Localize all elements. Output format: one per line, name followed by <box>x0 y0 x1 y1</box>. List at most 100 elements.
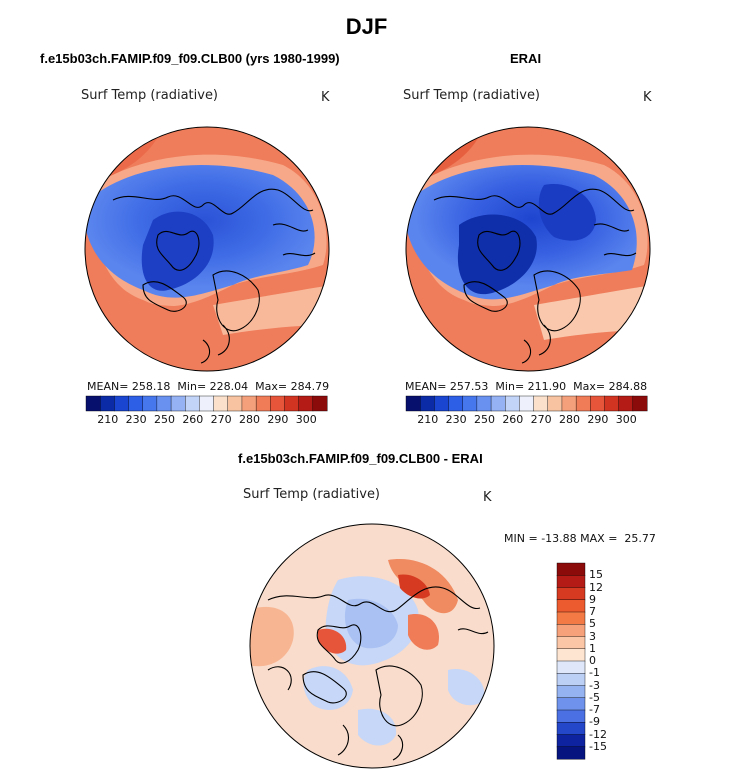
colorbar-diff-swatch <box>556 624 586 638</box>
colorbar-left-tick-label: 210 <box>97 413 119 426</box>
colorbar-diff-tick-label: 9 <box>589 592 596 606</box>
colorbar-diff <box>556 562 586 760</box>
colorbar-diff-swatch <box>556 599 586 613</box>
colorbar-diff-tick-label: 15 <box>589 568 603 582</box>
panel-right-max: 284.88 <box>608 380 648 393</box>
panel-left-min: 228.04 <box>209 380 249 393</box>
colorbar-left-swatch <box>241 395 257 412</box>
panel-right-units: K <box>643 90 652 105</box>
colorbar-diff-swatch <box>556 746 586 760</box>
colorbar-right-swatch <box>462 395 478 412</box>
colorbar-left-swatch <box>114 395 130 412</box>
panel-left-mean: 258.18 <box>131 380 171 393</box>
colorbar-left-swatch <box>298 395 314 412</box>
panel-left-max: 284.79 <box>290 380 330 393</box>
colorbar-left-swatch <box>213 395 229 412</box>
colorbar-diff-tick-label: 0 <box>589 654 596 667</box>
colorbar-right-swatch <box>618 395 634 412</box>
colorbar-diff-swatch <box>556 660 586 674</box>
diff-panel-units: K <box>483 490 492 505</box>
colorbar-right-swatch <box>632 395 648 412</box>
panel-right-variable: Surf Temp (radiative) <box>403 88 541 103</box>
colorbar-left-swatch <box>170 395 186 412</box>
colorbar-diff-tick-label: 3 <box>589 629 596 643</box>
page-title: DJF <box>345 14 388 39</box>
colorbar-diff-tick-label: -12 <box>589 727 607 741</box>
colorbar-left-swatch <box>312 395 328 412</box>
colorbar-diff-swatch <box>556 685 586 699</box>
panel-left-min-label: Min= <box>177 380 207 393</box>
colorbar-right-swatch <box>419 395 435 412</box>
diff-minmax: MIN = -13.88 MAX = 25.77 <box>504 532 656 545</box>
colorbar-diff-tick-label: 12 <box>589 580 603 594</box>
colorbar-diff-swatch <box>556 562 586 576</box>
colorbar-left-tick-label: 300 <box>295 413 317 426</box>
colorbar-diff-swatch <box>556 673 586 687</box>
colorbar-right-swatch <box>505 395 520 412</box>
colorbar-diff-swatch <box>556 722 586 736</box>
colorbar-left-swatch <box>156 395 172 412</box>
colorbar-right-tick-label: 230 <box>445 413 467 426</box>
colorbar-right-tick-label: 300 <box>615 413 637 426</box>
panel-right-mean-label: MEAN= <box>405 380 447 393</box>
colorbar-left-swatch <box>255 395 271 412</box>
colorbar-right <box>405 395 648 412</box>
colorbar-right-swatch <box>575 395 591 412</box>
map-right <box>405 126 651 372</box>
colorbar-diff-swatch <box>556 611 586 625</box>
panel-right-stats: MEAN= 257.53 Min= 211.90 Max= 284.88 <box>405 380 647 393</box>
panel-left-stats: MEAN= 258.18 Min= 228.04 Max= 284.79 <box>87 380 329 393</box>
diff-panel-title: f.e15b03ch.FAMIP.f09_f09.CLB00 - ERAI <box>238 451 483 466</box>
diff-panel-variable: Surf Temp (radiative) <box>243 487 381 502</box>
colorbar-diff-tick-label: -15 <box>589 739 607 753</box>
panel-right-min: 211.90 <box>527 380 567 393</box>
colorbar-right-swatch <box>533 395 549 412</box>
colorbar-diff-tick-label: -5 <box>589 690 600 704</box>
colorbar-diff-swatch <box>556 636 586 650</box>
colorbar-right-swatch <box>405 395 421 412</box>
colorbar-left-tick-label: 280 <box>239 413 261 426</box>
colorbar-left-swatch <box>270 395 285 412</box>
colorbar-left-swatch <box>284 395 300 412</box>
diff-min-label: MIN = <box>504 532 538 545</box>
colorbar-left-swatch <box>142 395 158 412</box>
colorbar-left <box>85 395 328 412</box>
colorbar-right-tick-label: 290 <box>587 413 609 426</box>
map-left <box>84 126 330 372</box>
colorbar-left-ticks: 210 230 250 260 270 280 290 300 <box>86 413 327 427</box>
panel-right-title: ERAI <box>510 51 542 66</box>
colorbar-right-swatch <box>590 395 605 412</box>
colorbar-right-swatch <box>490 395 506 412</box>
colorbar-diff-tick-label: 5 <box>589 617 596 631</box>
colorbar-left-tick-label: 270 <box>210 413 232 426</box>
panel-right-mean: 257.53 <box>449 380 489 393</box>
colorbar-right-tick-label: 260 <box>502 413 524 426</box>
colorbar-right-swatch <box>547 395 563 412</box>
colorbar-diff-tick-label: -9 <box>589 715 600 729</box>
diff-min: -13.88 <box>541 532 577 545</box>
colorbar-diff-tick-label: 1 <box>589 641 596 655</box>
colorbar-right-tick-label: 250 <box>473 413 495 426</box>
colorbar-left-tick-label: 250 <box>153 413 175 426</box>
colorbar-diff-swatch <box>556 648 586 662</box>
panel-left-max-label: Max= <box>255 380 288 393</box>
diff-max: 25.77 <box>624 532 656 545</box>
colorbar-diff-tick-label: -1 <box>589 666 600 680</box>
colorbar-left-swatch <box>199 395 215 412</box>
colorbar-diff-ticks: 15 12 9 7 5 3 1 0 -1 -3 -5 -7 -9 -12 -15 <box>589 563 629 759</box>
colorbar-diff-tick-label: -3 <box>589 678 600 692</box>
colorbar-right-swatch <box>476 395 492 412</box>
colorbar-left-tick-label: 260 <box>182 413 204 426</box>
colorbar-diff-swatch <box>556 575 586 589</box>
colorbar-left-tick-label: 290 <box>267 413 289 426</box>
panel-right-min-label: Min= <box>495 380 525 393</box>
colorbar-diff-swatch <box>556 587 586 601</box>
colorbar-diff-tick-label: -7 <box>589 703 600 716</box>
colorbar-left-swatch <box>99 395 115 412</box>
colorbar-left-swatch <box>85 395 101 412</box>
colorbar-left-swatch <box>227 395 243 412</box>
colorbar-right-swatch <box>561 395 577 412</box>
colorbar-right-swatch <box>604 395 620 412</box>
colorbar-right-tick-label: 210 <box>417 413 439 426</box>
colorbar-right-swatch <box>519 395 535 412</box>
